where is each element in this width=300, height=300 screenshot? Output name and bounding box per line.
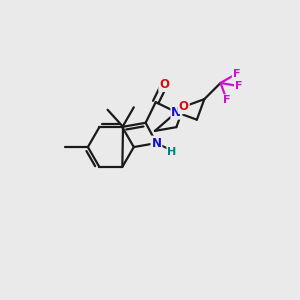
Text: N: N <box>171 106 182 119</box>
Text: F: F <box>235 81 242 91</box>
Text: O: O <box>159 78 169 91</box>
Text: F: F <box>223 95 231 105</box>
Text: O: O <box>179 100 189 113</box>
Text: N: N <box>152 136 161 150</box>
Text: F: F <box>233 69 240 79</box>
Text: H: H <box>167 147 176 157</box>
